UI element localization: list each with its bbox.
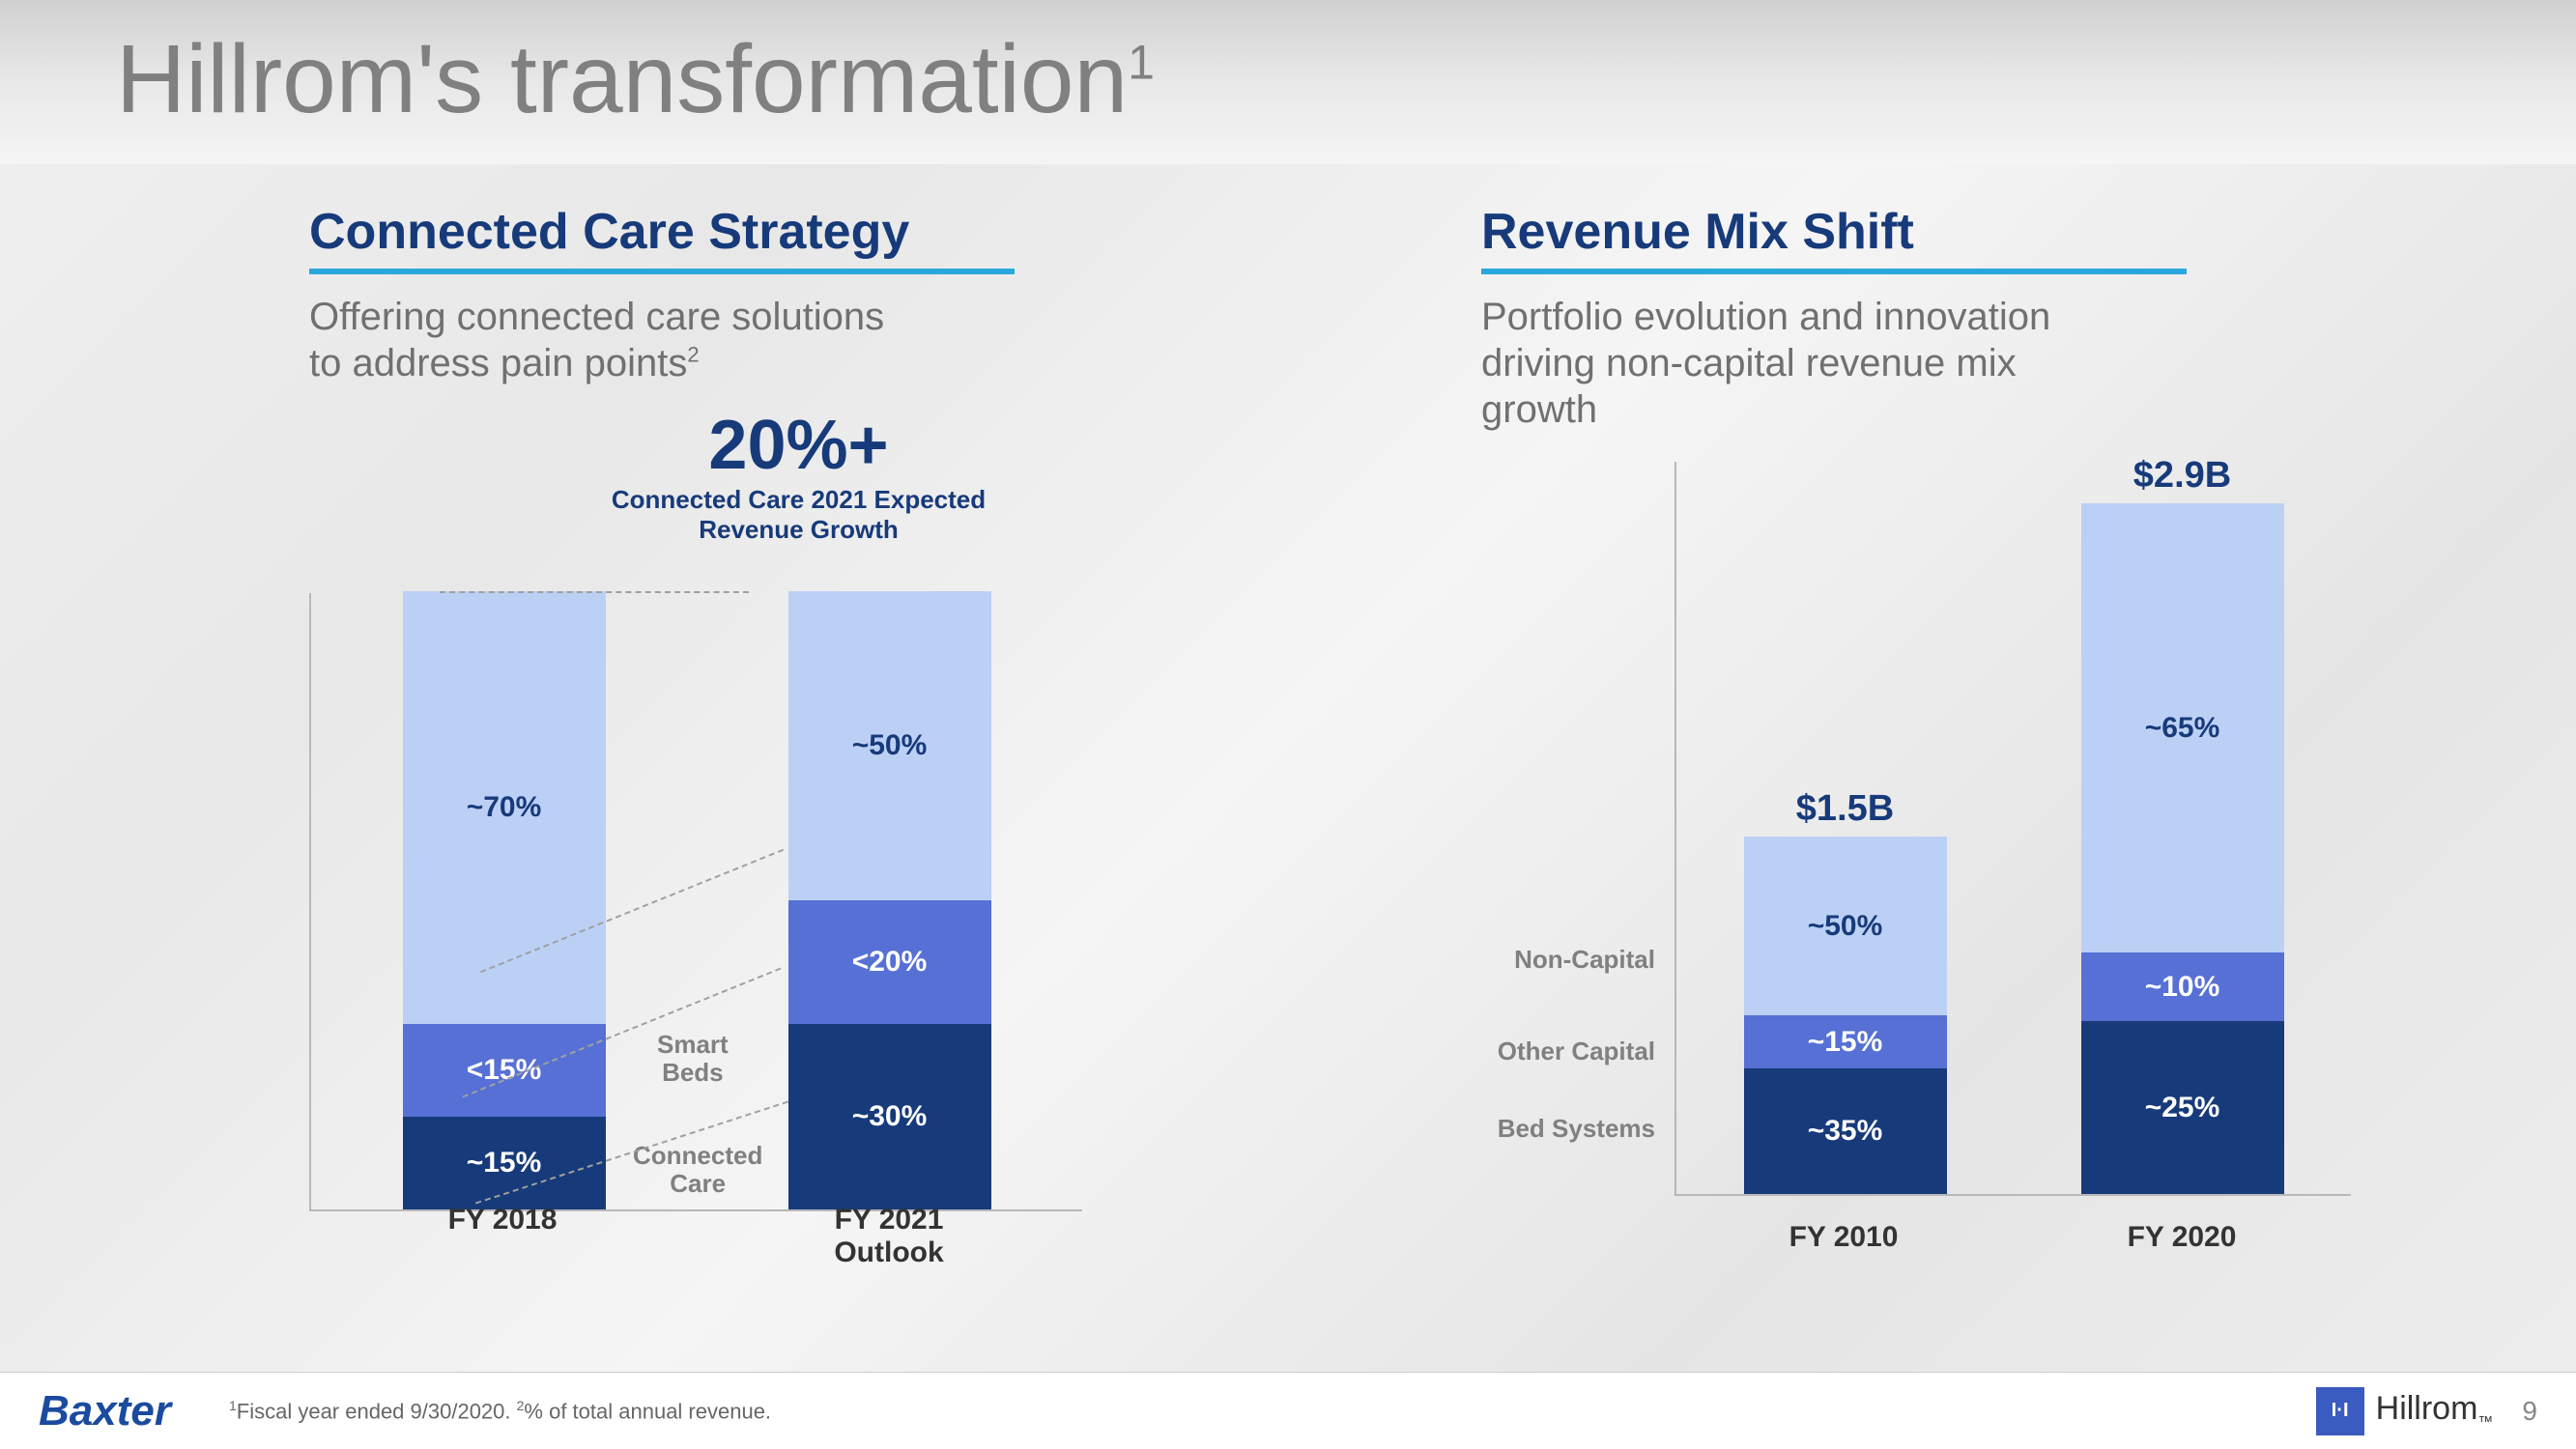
title-text: Hillrom's transformation <box>116 25 1128 133</box>
page-title: Hillrom's transformation1 <box>116 24 2460 135</box>
right-sub-line3: growth <box>1481 388 1597 431</box>
bar-group: ~50%<20%~30% <box>788 591 991 1209</box>
chart-annotation: SmartBeds <box>657 1031 729 1086</box>
bar-segment: ~50% <box>788 591 991 900</box>
legend-label: Non-Capital <box>1481 946 1655 974</box>
bar-segment: ~70% <box>403 591 606 1024</box>
right-sub-line1: Portfolio evolution and innovation <box>1481 296 2050 338</box>
x-axis-label: FY 2010 <box>1742 1221 1945 1254</box>
left-sub-line2: to address pain points <box>309 342 687 384</box>
left-x-labels: FY 2018 FY 2021 Outlook <box>309 1204 1082 1269</box>
footnote-text2: % of total annual revenue. <box>524 1399 771 1423</box>
title-superscript: 1 <box>1128 36 1155 90</box>
highlight-label-2: Revenue Growth <box>309 515 1288 545</box>
bar-segment: <15% <box>403 1024 606 1117</box>
left-sub-line1: Offering connected care solutions <box>309 296 884 338</box>
left-underline <box>309 269 1015 274</box>
right-x-labels: FY 2010 FY 2020 <box>1674 1221 2351 1254</box>
highlight-block: 20%+ Connected Care 2021 Expected Revenu… <box>309 406 1288 545</box>
right-underline <box>1481 269 2187 274</box>
left-chart: ~70%<15%~15% ~50%<20%~30% FY 2018 FY 2021 … <box>309 574 1082 1269</box>
bar-segment: ~10% <box>2081 952 2284 1021</box>
right-subheading: Portfolio evolution and innovation drivi… <box>1481 294 2460 433</box>
bar-segment: ~30% <box>788 1024 991 1209</box>
x-axis-label: FY 2018 <box>401 1204 604 1269</box>
right-heading: Revenue Mix Shift <box>1481 203 2460 261</box>
bar-segment: ~25% <box>2081 1021 2284 1194</box>
bar-group: $1.5B~50%~15%~35% <box>1744 837 1947 1194</box>
bar-segment: ~15% <box>403 1117 606 1209</box>
bar-segment: ~35% <box>1744 1068 1947 1194</box>
bar-segment: <20% <box>788 900 991 1024</box>
hillrom-icon: I·I <box>2316 1387 2364 1435</box>
x-axis-label: FY 2020 <box>2080 1221 2283 1254</box>
right-sub-line2: driving non-capital revenue mix <box>1481 342 2017 384</box>
highlight-label-1: Connected Care 2021 Expected <box>309 485 1288 515</box>
footnote-sup1: 1 <box>229 1398 237 1413</box>
left-subheading: Offering connected care solutions to add… <box>309 294 1288 386</box>
bar-group: $2.9B~65%~10%~25% <box>2081 503 2284 1194</box>
footnote-text1: Fiscal year ended 9/30/2020. <box>237 1399 517 1423</box>
footer: Baxter 1Fiscal year ended 9/30/2020. 2% … <box>0 1372 2576 1449</box>
hillrom-text: Hillrom™ <box>2376 1390 2494 1432</box>
right-chart-bars: $1.5B~50%~15%~35%$2.9B~65%~10%~25% <box>1674 462 2351 1196</box>
hillrom-logo: I·I Hillrom™ <box>2316 1387 2494 1435</box>
bar-group: ~70%<15%~15% <box>403 591 606 1209</box>
left-chart-bars: ~70%<15%~15% ~50%<20%~30% <box>309 593 1082 1211</box>
dashed-connector <box>440 591 749 593</box>
left-panel: Connected Care Strategy Offering connect… <box>309 203 1288 1269</box>
chart-annotation: ConnectedCare <box>633 1142 762 1197</box>
right-chart: $1.5B~50%~15%~35%$2.9B~65%~10%~25% FY 20… <box>1481 452 2351 1254</box>
content-row: Connected Care Strategy Offering connect… <box>0 164 2576 1269</box>
bar-total-label: $2.9B <box>2081 455 2284 497</box>
highlight-value: 20%+ <box>309 406 1288 485</box>
bar-segment: ~65% <box>2081 503 2284 952</box>
baxter-logo: Baxter <box>39 1387 171 1435</box>
right-panel: Revenue Mix Shift Portfolio evolution an… <box>1481 203 2460 1269</box>
bar-segment: ~50% <box>1744 837 1947 1015</box>
left-sub-sup: 2 <box>687 343 699 367</box>
bar-total-label: $1.5B <box>1744 788 1947 830</box>
footnote: 1Fiscal year ended 9/30/2020. 2% of tota… <box>229 1398 771 1424</box>
title-bar: Hillrom's transformation1 <box>0 0 2576 164</box>
legend-label: Bed Systems <box>1481 1115 1655 1143</box>
page-number: 9 <box>2522 1396 2537 1427</box>
legend-label: Other Capital <box>1481 1037 1655 1065</box>
bar-segment: ~15% <box>1744 1015 1947 1068</box>
x-axis-label: FY 2021 Outlook <box>787 1204 990 1269</box>
left-heading: Connected Care Strategy <box>309 203 1288 261</box>
